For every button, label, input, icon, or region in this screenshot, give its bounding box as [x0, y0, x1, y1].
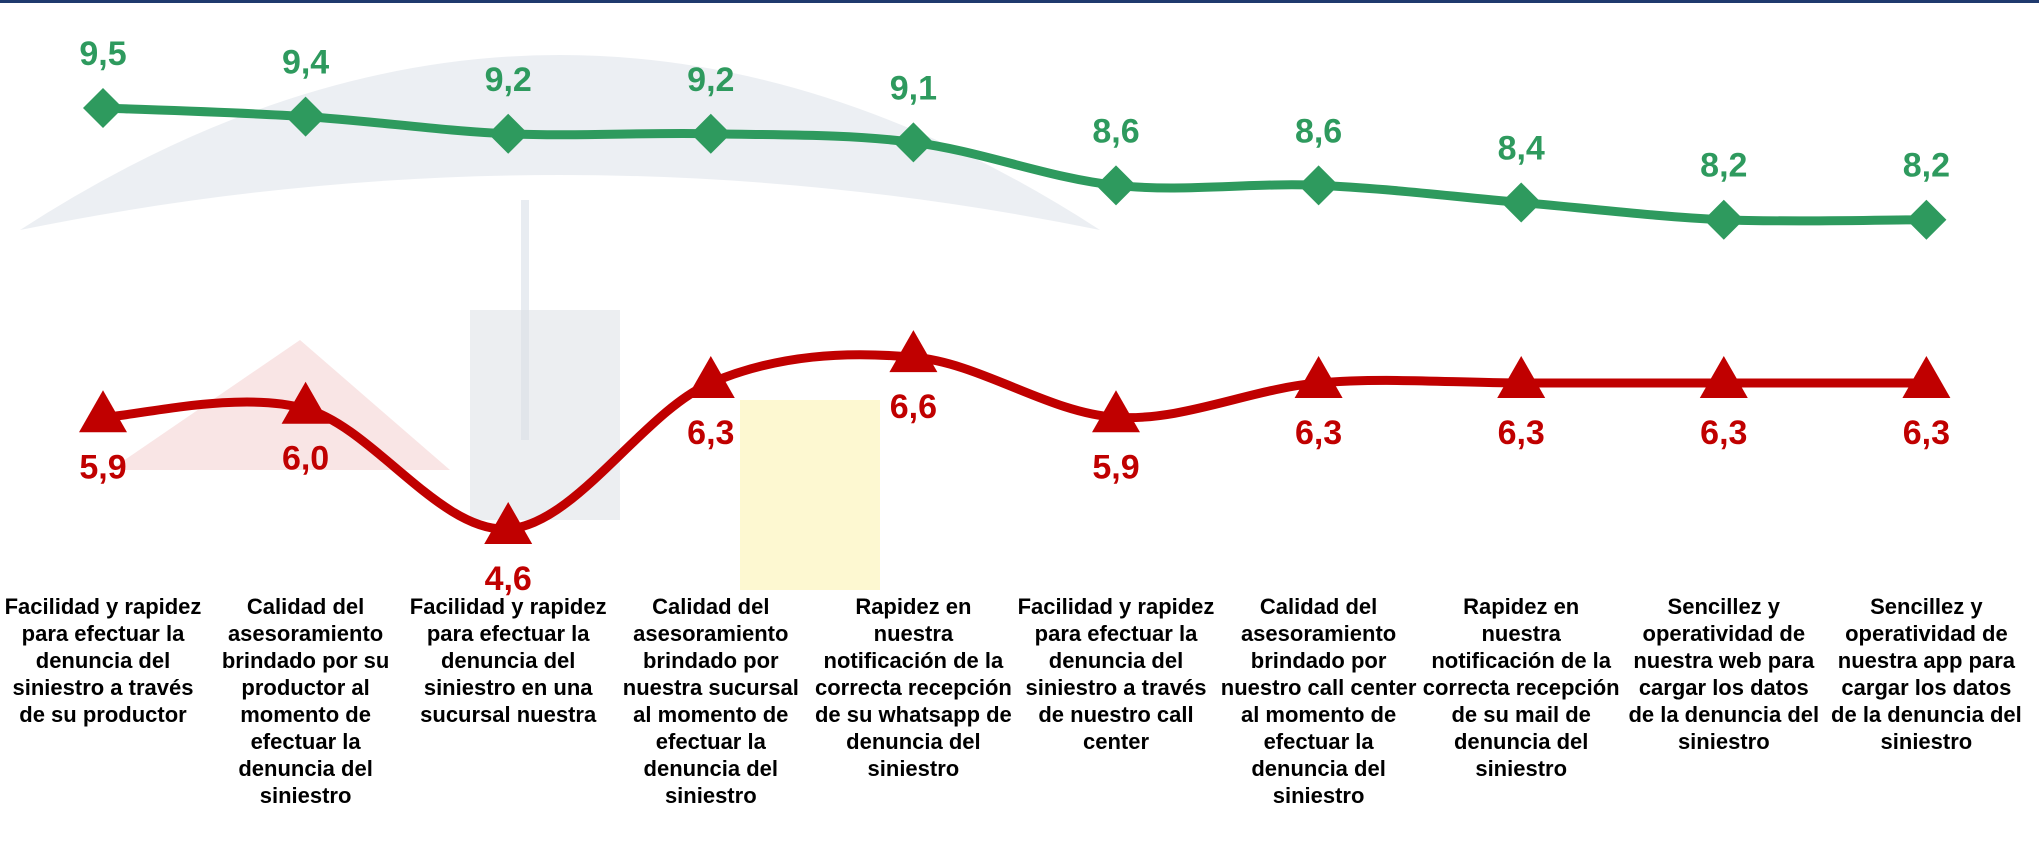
category-label: Calidad del asesoramiento brindado por n… — [611, 593, 811, 809]
category-label: Sencillez y operatividad de nuestra web … — [1624, 593, 1824, 755]
data-label: 9,5 — [79, 35, 126, 73]
coin-decoration — [740, 400, 880, 590]
data-label: 5,9 — [1092, 448, 1139, 486]
category-label: Calidad del asesoramiento brindado por s… — [206, 593, 406, 809]
top-border — [0, 0, 2039, 3]
point-marker — [1501, 183, 1541, 223]
category-label: Facilidad y rapidez para efectuar la den… — [3, 593, 203, 728]
data-label: 8,2 — [1903, 147, 1950, 185]
data-label: 6,3 — [1295, 414, 1342, 452]
data-label: 5,9 — [79, 448, 126, 486]
data-label: 9,1 — [890, 69, 937, 107]
data-label: 9,4 — [282, 44, 329, 82]
category-label: Rapidez en nuestra notificación de la co… — [813, 593, 1013, 782]
data-label: 6,3 — [1498, 414, 1545, 452]
category-label: Calidad del asesoramiento brindado por n… — [1219, 593, 1419, 809]
point-marker — [1906, 200, 1946, 240]
data-label: 6,3 — [687, 414, 734, 452]
data-label: 6,0 — [282, 440, 329, 478]
data-label: 9,2 — [485, 61, 532, 99]
point-marker — [1497, 356, 1545, 398]
data-label: 6,6 — [890, 388, 937, 426]
data-label: 8,2 — [1700, 147, 1747, 185]
data-label: 9,2 — [687, 61, 734, 99]
category-label: Sencillez y operatividad de nuestra app … — [1826, 593, 2026, 755]
category-label: Rapidez en nuestra notificación de la co… — [1421, 593, 1621, 782]
point-marker — [1299, 165, 1339, 205]
page: {"chart_data": {"type": "line", "categor… — [0, 0, 2039, 844]
category-label: Facilidad y rapidez para efectuar la den… — [408, 593, 608, 728]
data-label: 6,3 — [1700, 414, 1747, 452]
point-marker — [1096, 165, 1136, 205]
point-marker — [1704, 200, 1744, 240]
point-marker — [1902, 356, 1950, 398]
point-marker — [83, 88, 123, 128]
data-label: 8,6 — [1092, 112, 1139, 150]
point-marker — [1295, 356, 1343, 398]
data-label: 6,3 — [1903, 414, 1950, 452]
point-marker — [1700, 356, 1748, 398]
data-label: 8,6 — [1295, 112, 1342, 150]
data-label: 8,4 — [1498, 129, 1545, 167]
category-label: Facilidad y rapidez para efectuar la den… — [1016, 593, 1216, 755]
laptop-decoration — [470, 310, 620, 520]
point-marker — [889, 330, 937, 372]
